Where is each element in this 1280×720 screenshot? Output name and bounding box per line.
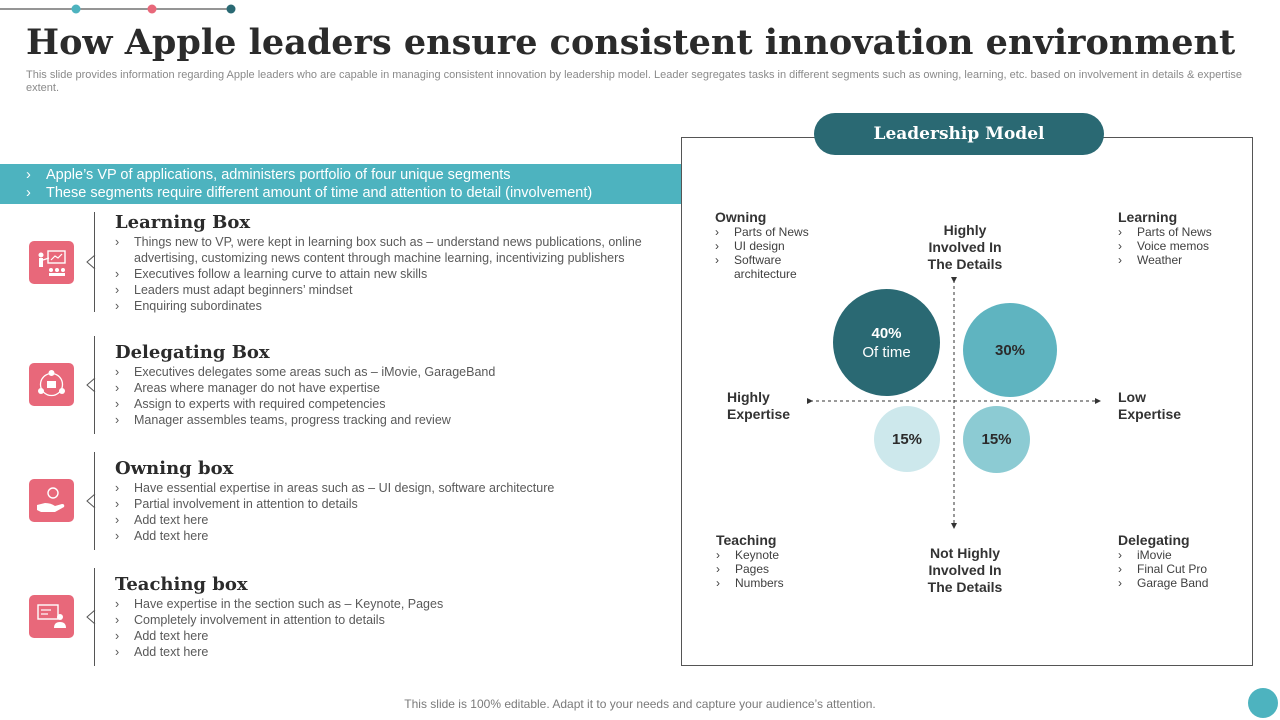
list-item: Keynote [716, 548, 836, 562]
teaching-quadrant: Teaching Keynote Pages Numbers [716, 532, 836, 590]
intro-point: › Apple’s VP of applications, administers… [26, 167, 511, 183]
list-item: Parts of News [715, 225, 835, 239]
intro-point: › These segments require different amount… [26, 185, 593, 201]
axis-label-top: Highly Involved In The Details [927, 222, 1003, 272]
list-item: Things new to VP, were kept in learning … [115, 234, 675, 266]
page-subtitle: This slide provides information regardin… [26, 69, 1243, 94]
leadership-model-title: Leadership Model [814, 113, 1104, 155]
footer-note: This slide is 100% editable. Adapt it to… [404, 697, 876, 711]
page-title: How Apple leaders ensure consistent inno… [26, 22, 1236, 63]
learning-time-circle: 30% [963, 303, 1057, 397]
axis-label-right: Low Expertise [1118, 389, 1182, 422]
list-item: Leaders must adapt beginners’ mindset [115, 282, 675, 298]
list-item: Software architecture [715, 253, 807, 281]
list-item: Numbers [716, 576, 836, 590]
list-item: Add text here [115, 512, 675, 528]
model-axes [807, 277, 1101, 529]
bracket [86, 212, 96, 312]
intro-banner: › Apple’s VP of applications, administers… [0, 164, 681, 204]
box-heading: Owning box [115, 458, 234, 479]
axis-label-bottom: Not Highly Involved In The Details [927, 545, 1003, 595]
list-item: Pages [716, 562, 836, 576]
list-item: Add text here [115, 644, 675, 660]
list-item: Weather [1118, 253, 1238, 267]
list-item: Assign to experts with required competen… [115, 396, 675, 412]
box-heading: Learning Box [115, 212, 251, 233]
list-item: iMovie [1118, 548, 1238, 562]
delegating-quadrant: Delegating iMovie Final Cut Pro Garage B… [1118, 532, 1238, 590]
list-item: Add text here [115, 528, 675, 544]
presentation-board-icon [29, 241, 74, 284]
hand-coin-icon [29, 479, 74, 522]
owning-time-circle: 40% Of time [833, 289, 940, 396]
bracket [86, 452, 96, 550]
teacher-screen-icon [29, 595, 74, 638]
list-item: Executives delegates some areas such as … [115, 364, 675, 380]
list-item: Completely involvement in attention to d… [115, 612, 675, 628]
list-item: Voice memos [1118, 239, 1238, 253]
list-item: Partial involvement in attention to deta… [115, 496, 675, 512]
learning-quadrant: Learning Parts of News Voice memos Weath… [1118, 209, 1238, 267]
box-heading: Delegating Box [115, 342, 270, 363]
owning-box: Owning box Have essential expertise in a… [0, 452, 681, 550]
quadrant-title: Delegating [1118, 532, 1190, 548]
bracket [86, 568, 96, 666]
teaching-time-circle: 15% [874, 406, 940, 472]
list-item: Add text here [115, 628, 675, 644]
list-item: UI design [715, 239, 835, 253]
teaching-box: Teaching box Have expertise in the secti… [0, 568, 681, 666]
corner-decoration [1248, 688, 1278, 718]
quadrant-title: Owning [715, 209, 767, 225]
quadrant-title: Learning [1118, 209, 1178, 225]
list-item: Manager assembles teams, progress tracki… [115, 412, 675, 428]
list-item: Final Cut Pro [1118, 562, 1238, 576]
list-item: Have essential expertise in areas such a… [115, 480, 675, 496]
list-item: Executives follow a learning curve to at… [115, 266, 675, 282]
quadrant-title: Teaching [716, 532, 777, 548]
list-item: Garage Band [1118, 576, 1238, 590]
list-item: Parts of News [1118, 225, 1238, 239]
team-network-icon [29, 363, 74, 406]
decorative-timeline [0, 4, 236, 14]
axis-label-left: Highly Expertise [727, 389, 791, 422]
list-item: Areas where manager do not have expertis… [115, 380, 675, 396]
delegating-box: Delegating Box Executives delegates some… [0, 336, 681, 434]
list-item: Have expertise in the section such as – … [115, 596, 675, 612]
box-heading: Teaching box [115, 574, 248, 595]
learning-box: Learning Box Things new to VP, were kept… [0, 212, 681, 314]
bracket [86, 336, 96, 434]
owning-quadrant: Owning Parts of News UI design Software … [715, 209, 835, 281]
list-item: Enquiring subordinates [115, 298, 675, 314]
delegating-time-circle: 15% [963, 406, 1030, 473]
